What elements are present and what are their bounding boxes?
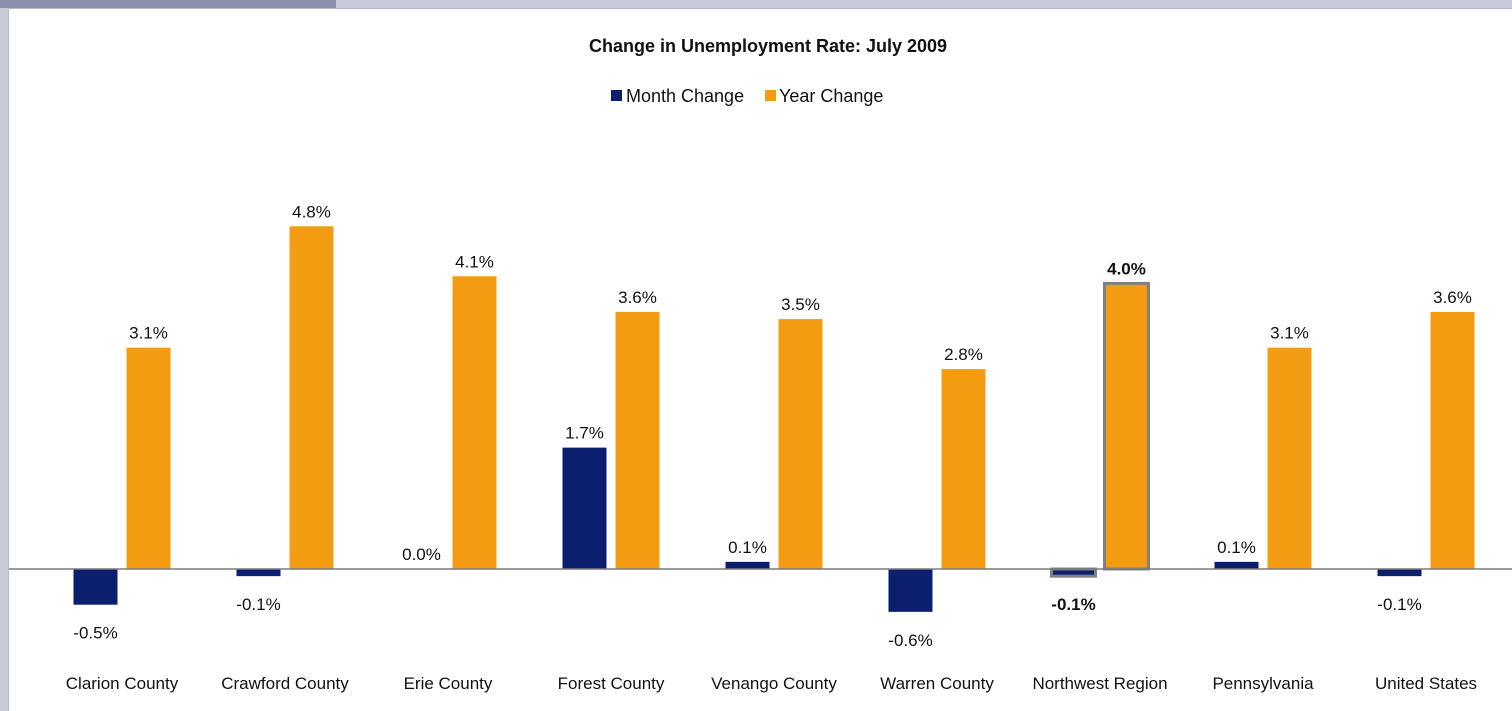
chart-legend: Month Change Year Change [611, 86, 883, 106]
data-label-year-5: 2.8% [944, 345, 983, 364]
category-label-2: Erie County [404, 674, 493, 693]
bar-year-0 [126, 347, 171, 569]
top-accent-strip [0, 0, 336, 8]
bar-year-4 [778, 319, 823, 569]
bar-month-0 [73, 569, 118, 605]
bar-year-2 [452, 276, 497, 569]
category-label-7: Pennsylvania [1212, 674, 1314, 693]
data-label-month-1: -0.1% [236, 595, 280, 614]
bar-year-7 [1267, 347, 1312, 569]
category-label-6: Northwest Region [1032, 674, 1167, 693]
bar-month-1 [236, 569, 281, 577]
bars-group [73, 226, 1475, 612]
data-label-month-3: 1.7% [565, 424, 604, 443]
data-label-year-8: 3.6% [1433, 288, 1472, 307]
data-label-month-5: -0.6% [888, 631, 932, 650]
data-label-month-7: 0.1% [1217, 538, 1256, 557]
legend-label-year: Year Change [779, 86, 883, 106]
category-label-3: Forest County [558, 674, 665, 693]
data-label-month-6: -0.1% [1051, 595, 1095, 614]
data-label-year-4: 3.5% [781, 295, 820, 314]
category-label-8: United States [1375, 674, 1477, 693]
bar-year-6 [1103, 281, 1150, 571]
bar-year-5 [941, 369, 986, 569]
data-label-year-7: 3.1% [1270, 324, 1309, 343]
bar-month-7 [1214, 561, 1259, 569]
data-label-month-2: 0.0% [402, 545, 441, 564]
data-label-year-1: 4.8% [292, 202, 331, 221]
category-label-0: Clarion County [66, 674, 179, 693]
chart-title: Change in Unemployment Rate: July 2009 [589, 36, 947, 56]
bar-year-8 [1430, 311, 1475, 569]
data-label-month-4: 0.1% [728, 538, 767, 557]
chart-svg: Change in Unemployment Rate: July 2009 M… [9, 36, 1512, 693]
category-labels-group: Clarion County Crawford County Erie County… [66, 674, 1477, 693]
data-label-year-0: 3.1% [129, 324, 168, 343]
data-labels-group: -0.5% 3.1% -0.1% 4.8% 0.0% 4.1% 1.7% 3.6% 0.1% 3.… [73, 202, 1472, 650]
data-label-month-8: -0.1% [1377, 595, 1421, 614]
bar-month-3 [562, 447, 607, 569]
chart-frame: Change in Unemployment Rate: July 2009 M… [8, 8, 1512, 711]
bar-year-1 [289, 226, 334, 569]
data-label-month-0: -0.5% [73, 624, 117, 643]
legend-label-month: Month Change [626, 86, 744, 106]
bar-month-5 [888, 569, 933, 612]
legend-swatch-year [765, 90, 776, 101]
data-label-year-2: 4.1% [455, 252, 494, 271]
data-label-year-6: 4.0% [1107, 259, 1146, 278]
bar-year-3 [615, 311, 660, 569]
data-label-year-3: 3.6% [618, 288, 657, 307]
bar-month-6 [1050, 567, 1097, 578]
category-label-4: Venango County [711, 674, 837, 693]
category-label-1: Crawford County [221, 674, 349, 693]
legend-swatch-month [611, 90, 622, 101]
bar-month-8 [1377, 569, 1422, 577]
category-label-5: Warren County [880, 674, 994, 693]
bar-month-4 [725, 561, 770, 569]
